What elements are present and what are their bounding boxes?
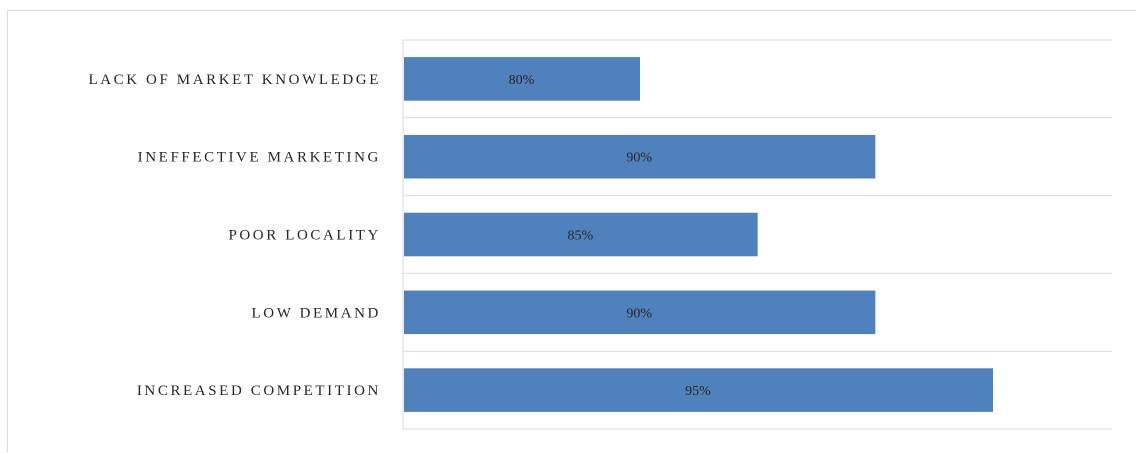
chart-frame bbox=[7, 10, 1136, 452]
bar bbox=[404, 290, 876, 335]
bar bbox=[404, 134, 876, 179]
bar bbox=[404, 57, 640, 101]
data-label: 85% bbox=[567, 229, 593, 244]
category-label: LOW DEMAND bbox=[252, 305, 381, 321]
data-label: 90% bbox=[626, 151, 652, 166]
data-label: 95% bbox=[685, 384, 711, 399]
category-label: POOR LOCALITY bbox=[228, 228, 381, 244]
bar bbox=[404, 212, 758, 257]
category-label: LACK OF MARKET KNOWLEDGE bbox=[88, 72, 381, 88]
data-label: 80% bbox=[509, 73, 535, 88]
data-label: 90% bbox=[626, 306, 652, 321]
bar bbox=[404, 368, 993, 412]
category-label: INCREASED COMPETITION bbox=[137, 383, 381, 399]
category-label: INEFFECTIVE MARKETING bbox=[138, 150, 381, 166]
